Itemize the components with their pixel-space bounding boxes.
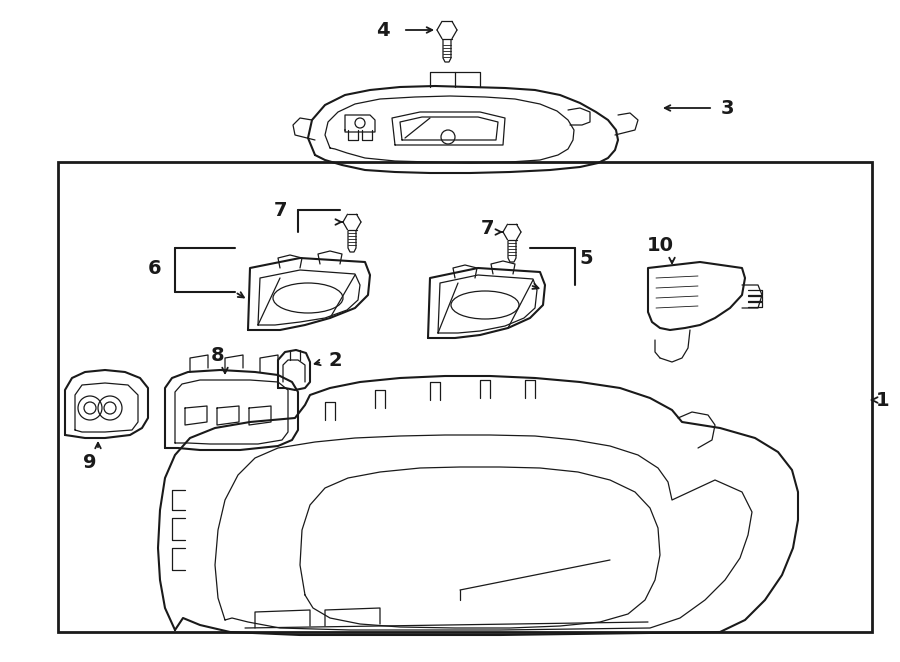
Text: 8: 8 [212,346,225,365]
Text: 9: 9 [84,453,97,471]
Text: 7: 7 [274,201,287,220]
Text: 6: 6 [148,258,162,277]
Text: 2: 2 [328,350,342,369]
Text: 7: 7 [481,218,494,238]
Text: 10: 10 [646,236,673,254]
Text: 5: 5 [580,248,593,267]
Text: 3: 3 [720,99,733,117]
Text: 4: 4 [376,21,390,40]
Text: 1: 1 [877,391,890,410]
Bar [58,162,872,632]
